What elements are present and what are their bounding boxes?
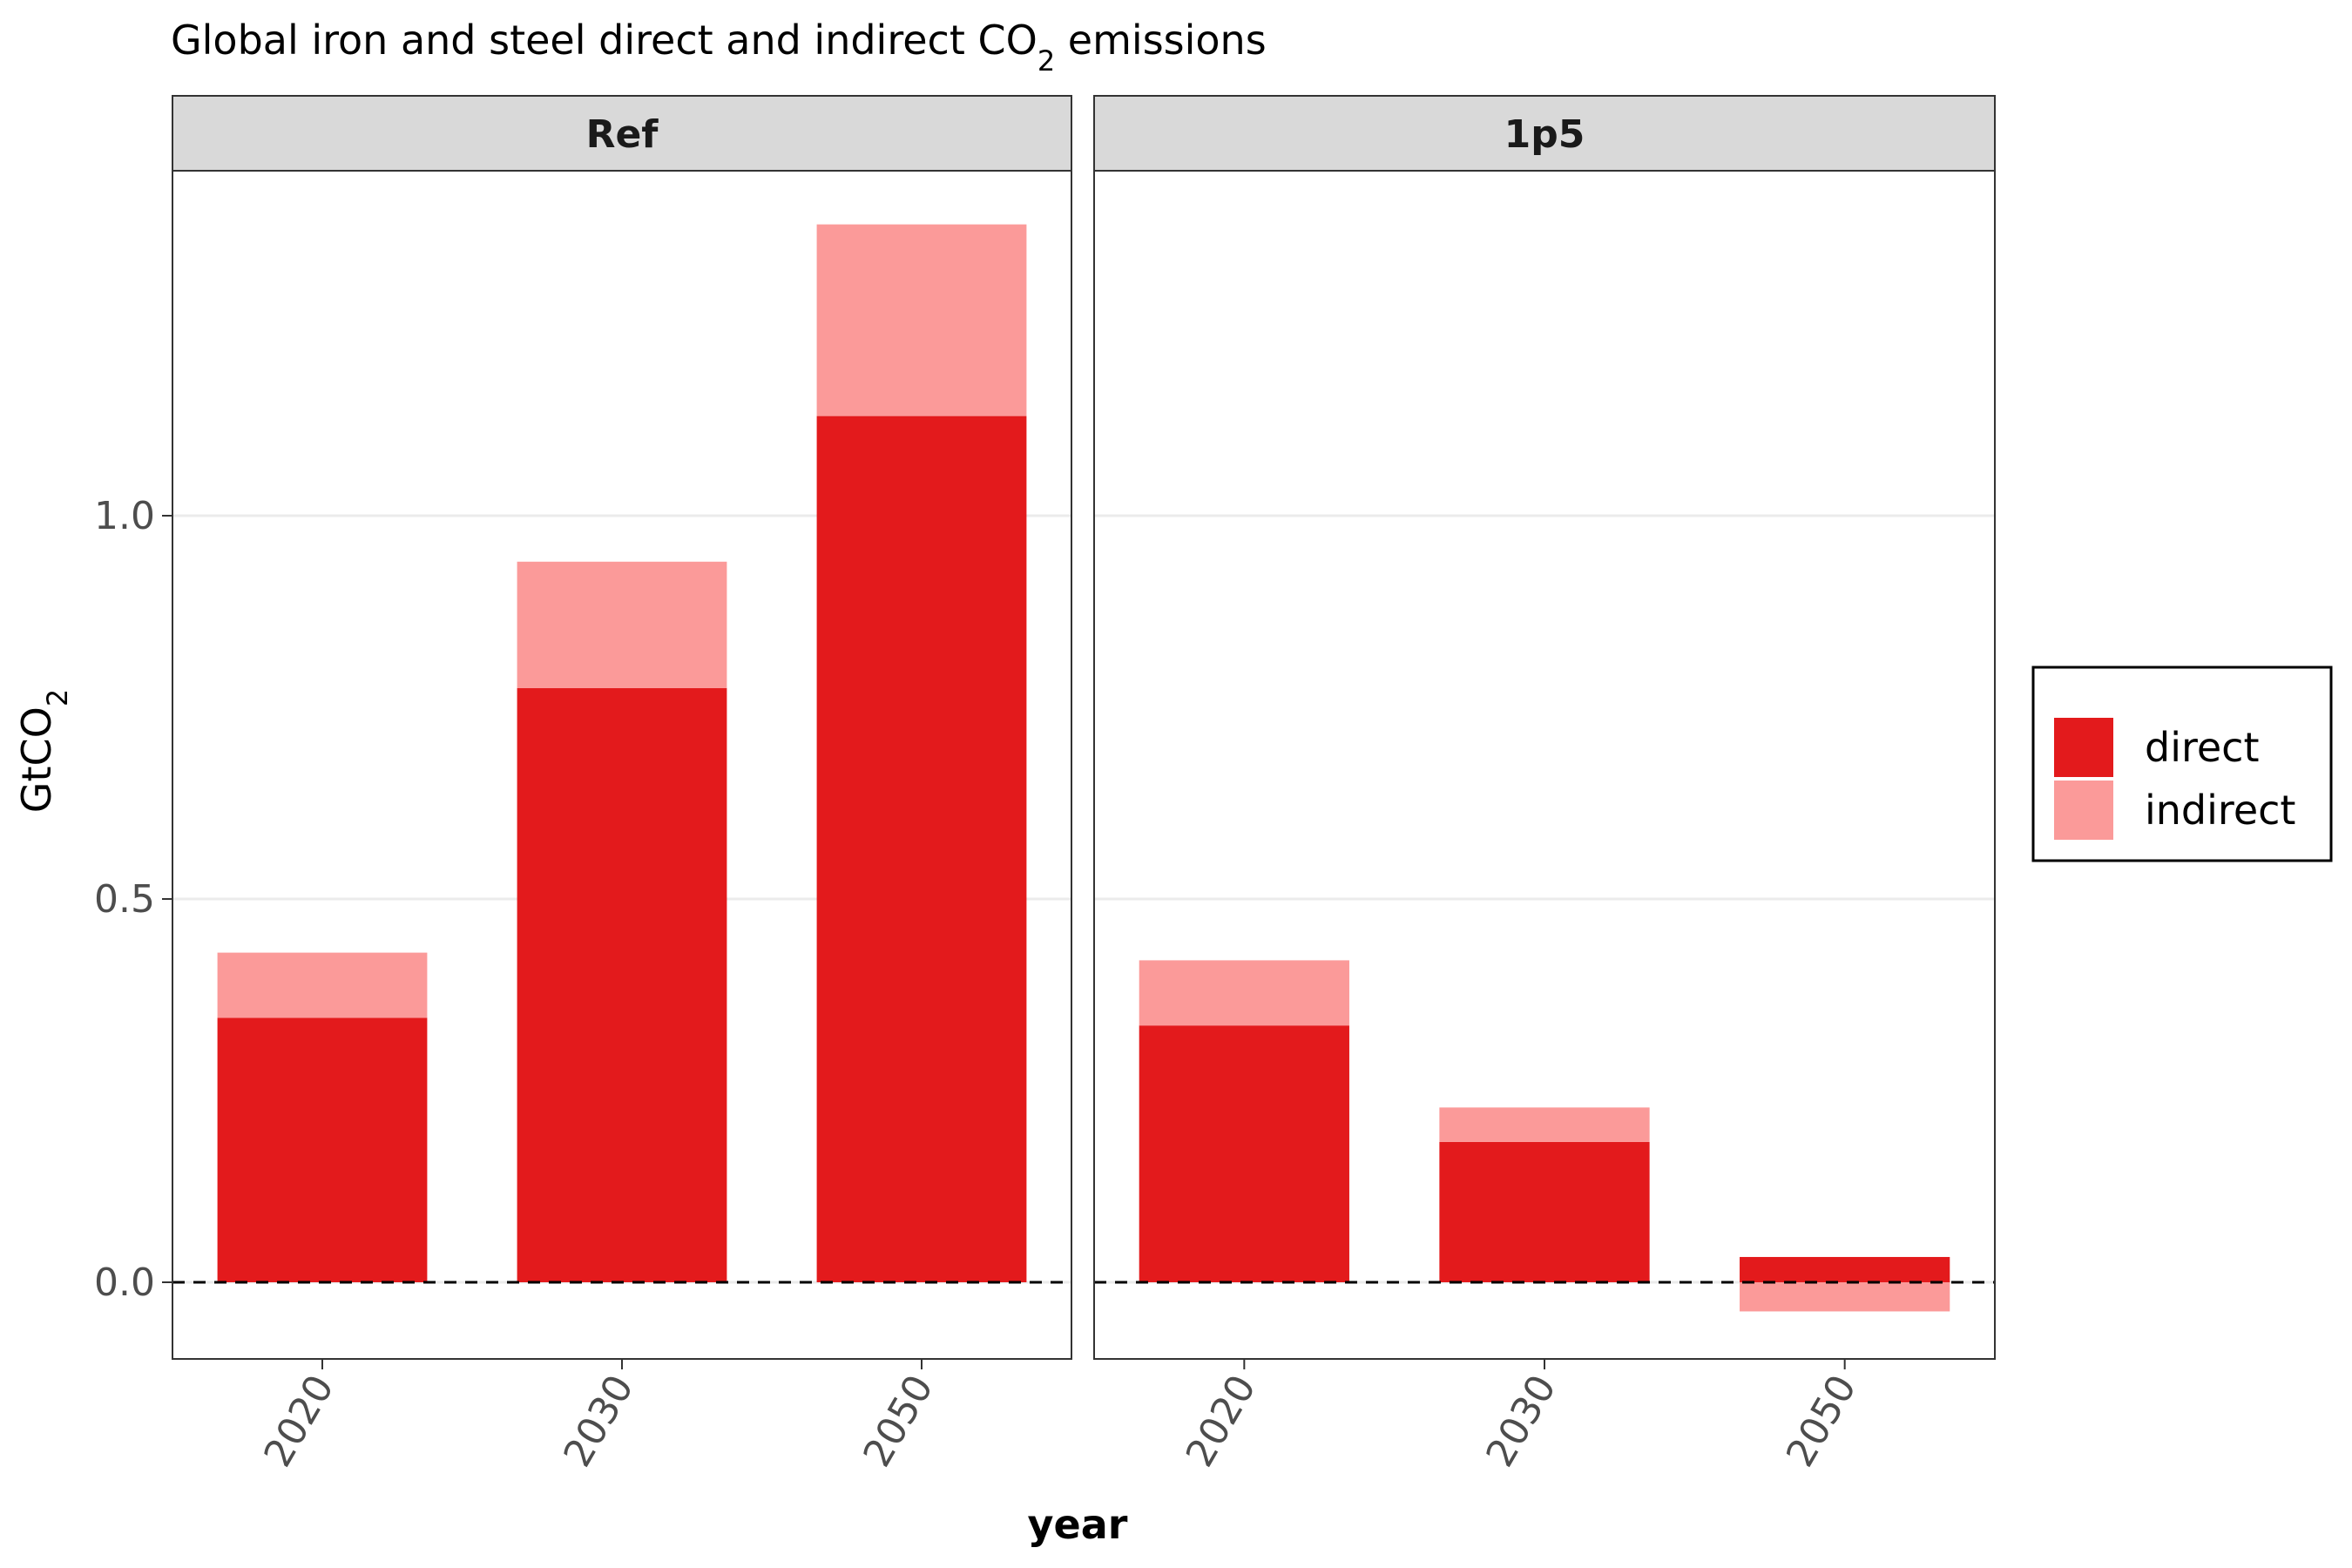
y-tick-label: 1.0 (94, 494, 155, 538)
chart-title-main: Global iron and steel direct and indirec… (171, 17, 1037, 64)
panel-border (172, 170, 1072, 1360)
facet-strip-Ref (172, 95, 1072, 172)
bar-1p5-2030-direct (1439, 1141, 1650, 1282)
legend-label-direct: direct (2145, 724, 2260, 771)
legend-key-direct (2054, 718, 2113, 777)
x-tick-label: 2050 (1778, 1368, 1865, 1474)
y-axis-title: GtCO2 (13, 689, 74, 813)
chart-title: Global iron and steel direct and indirec… (171, 17, 1267, 78)
bar-1p5-2050-indirect (1740, 1282, 1950, 1312)
y-axis-title-subscript: 2 (41, 689, 74, 706)
facet-label-1p5: 1p5 (1504, 112, 1585, 157)
bar-Ref-2020-direct (217, 1017, 428, 1282)
bar-Ref-2030-indirect (517, 561, 727, 688)
x-tick-label: 2050 (855, 1368, 942, 1474)
y-tick-label: 0.0 (94, 1260, 155, 1305)
bar-1p5-2050-direct (1740, 1256, 1950, 1282)
y-tick-label: 0.5 (94, 877, 155, 922)
bar-1p5-2020-indirect (1139, 960, 1349, 1026)
x-tick-label: 2020 (255, 1368, 342, 1474)
x-axis-title: year (1028, 1501, 1128, 1548)
x-tick-label: 2020 (1178, 1368, 1265, 1474)
legend-label-indirect: indirect (2145, 787, 2295, 834)
panel-border (1093, 170, 1996, 1360)
x-tick-label: 2030 (1477, 1368, 1565, 1474)
bar-Ref-2050-direct (816, 416, 1027, 1283)
bar-Ref-2020-indirect (217, 952, 428, 1018)
y-axis: 0.0 0.5 1.0 (94, 494, 172, 1305)
facet-label-Ref: Ref (586, 112, 659, 157)
facet-strip-1p5 (1093, 95, 1996, 172)
bar-1p5-2030-indirect (1439, 1107, 1650, 1142)
y-axis-title-main: GtCO (13, 706, 60, 813)
x-tick-label: 2030 (555, 1368, 642, 1474)
chart-title-subscript: 2 (1037, 44, 1055, 78)
bar-Ref-2030-direct (517, 688, 727, 1282)
facet-panels: Ref 2020 2030 2050 1p5 2020 2030 2050 (172, 95, 1996, 1474)
legend-key-indirect (2054, 781, 2113, 840)
legend: direct indirect (2031, 666, 2333, 862)
facet-panel-1p5: 1p5 2020 2030 2050 (1093, 95, 1996, 1474)
bar-1p5-2020-direct (1139, 1025, 1349, 1282)
chart-title-suffix: emissions (1055, 17, 1267, 64)
facet-panel-Ref: Ref 2020 2030 2050 (172, 95, 1072, 1474)
bar-Ref-2050-indirect (816, 224, 1027, 416)
